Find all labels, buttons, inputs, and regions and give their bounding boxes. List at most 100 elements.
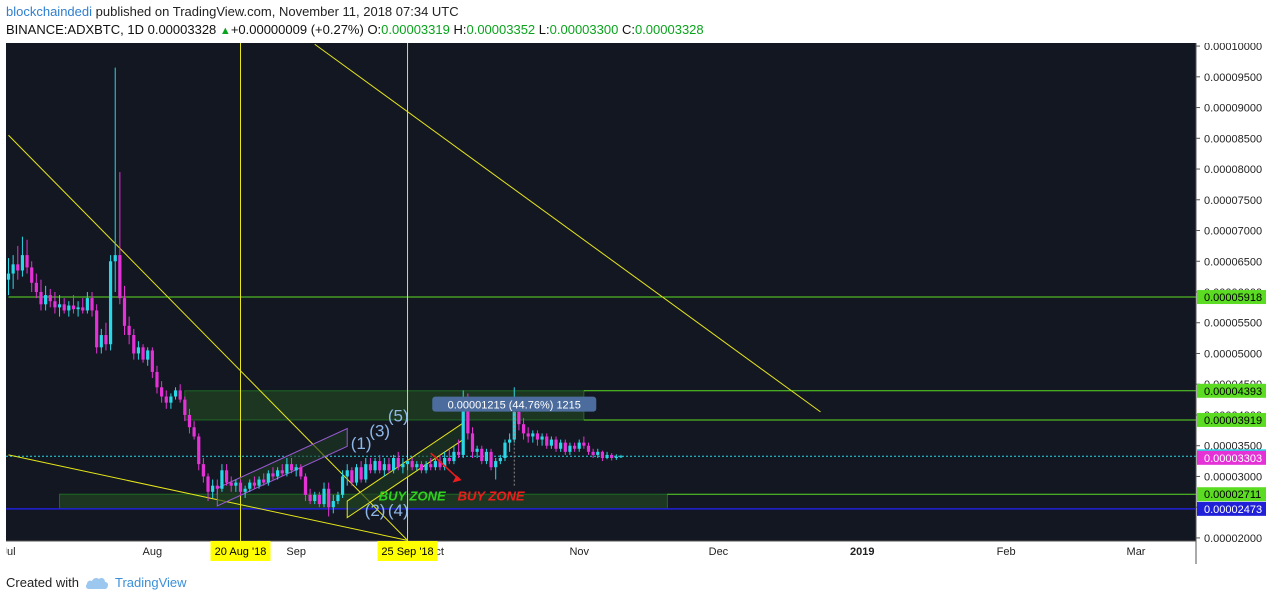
price-tag-label: 0.00003303 <box>1204 453 1262 465</box>
x-tick-label: 2019 <box>850 546 874 558</box>
candle-body <box>313 494 317 502</box>
created-with-text: Created with <box>6 575 79 590</box>
wave-label-0: (1) <box>351 434 372 453</box>
candle-body <box>81 307 85 311</box>
candle-body <box>192 427 196 437</box>
candle-body <box>410 461 414 468</box>
candle-body <box>150 350 154 372</box>
red-arrow-line <box>430 452 460 480</box>
candle-body <box>238 482 243 492</box>
chart-panel[interactable]: (1) (2) (3) (4) (5) BUY ZONE BUY ZONE 0.0000121… <box>1 41 1268 564</box>
candle-body <box>285 464 289 474</box>
candles-group <box>6 67 623 517</box>
candle-body <box>419 464 424 471</box>
candle-body <box>132 335 136 354</box>
y-tick-label: 0.00007500 <box>1204 195 1262 207</box>
candle-body <box>71 305 76 310</box>
candle-body <box>475 448 479 452</box>
candle-body <box>494 461 498 468</box>
candle-body <box>392 458 396 471</box>
candle-body <box>211 485 215 492</box>
candle-body <box>447 458 451 462</box>
candle-body <box>20 255 25 271</box>
candle-body <box>44 295 48 305</box>
candle-body <box>252 482 257 486</box>
candle-body <box>243 488 247 492</box>
candle-body <box>568 445 572 452</box>
candle-body <box>424 464 428 471</box>
candle-body <box>294 467 298 471</box>
candle-body <box>429 464 433 468</box>
candle-body <box>271 473 275 477</box>
candle-body <box>299 467 303 477</box>
candle-body <box>201 464 205 477</box>
candle-body <box>368 464 373 471</box>
candle-body <box>415 464 419 468</box>
candle-body <box>480 448 484 462</box>
candle-body <box>127 325 131 336</box>
price-chart[interactable]: (1) (2) (3) (4) (5) BUY ZONE BUY ZONE 0.0000121… <box>1 41 1268 564</box>
price-tag-label: 0.00002711 <box>1204 489 1261 501</box>
candle-body <box>122 298 127 326</box>
close-label: C: <box>621 22 635 37</box>
x-tick-label: Sep <box>286 546 306 558</box>
y-tick-label: 0.00007000 <box>1204 226 1262 238</box>
candle-body <box>108 261 113 345</box>
price-tag-label: 0.00003919 <box>1204 415 1262 427</box>
candle-body <box>76 307 80 310</box>
candle-body <box>517 411 521 425</box>
candle-body <box>364 464 368 480</box>
candle-body <box>540 436 544 440</box>
candle-body <box>354 467 359 483</box>
candle-body <box>373 461 377 471</box>
candle-body <box>53 301 57 308</box>
candle-body <box>34 282 38 292</box>
candle-body <box>535 433 540 440</box>
candle-body <box>559 442 563 449</box>
candle-body <box>605 454 609 458</box>
y-tick-label: 0.00005000 <box>1204 348 1262 360</box>
candle-body <box>234 482 238 486</box>
price-tag-bg <box>1197 383 1266 398</box>
author-link[interactable]: blockchaindedi <box>6 4 93 19</box>
up-arrow-icon: ▲ <box>219 25 231 37</box>
candle-body <box>359 467 363 480</box>
candle-body <box>57 304 62 308</box>
candle-body <box>317 494 321 505</box>
candle-body <box>178 390 182 400</box>
low-value: 0.00003300 <box>549 22 619 37</box>
candle-body <box>160 387 164 397</box>
candle-body <box>136 347 141 354</box>
last-price: 0.00003328 <box>147 22 217 37</box>
tradingview-brand: TradingView <box>114 575 187 590</box>
x-tick-label: Dec <box>709 546 729 558</box>
candle-body <box>67 305 71 311</box>
candle-body <box>554 439 558 449</box>
x-tick-label: Jul <box>6 546 16 558</box>
candle-body <box>596 451 600 455</box>
trendline-2 <box>314 43 821 413</box>
candle-body <box>16 264 20 271</box>
y-tick-label: 0.00008000 <box>1204 164 1262 176</box>
symbol-name: BINANCE:ADXBTC, 1D <box>6 22 144 37</box>
price-change: +0.00000009 (+0.27%) <box>230 22 364 37</box>
y-tick-label: 0.00003000 <box>1204 471 1262 483</box>
tradingview-link[interactable]: TradingView <box>85 575 187 590</box>
candle-body <box>215 485 219 489</box>
candle-body <box>25 255 29 268</box>
candle-body <box>498 458 502 462</box>
price-tag-bg <box>1197 487 1266 502</box>
candle-body <box>262 479 266 483</box>
y-tick-label: 0.00006500 <box>1204 256 1262 268</box>
candle-body <box>586 445 591 452</box>
candle-body <box>183 399 187 415</box>
candle-body <box>155 371 159 388</box>
candle-body <box>187 414 192 428</box>
candle-body <box>280 470 284 474</box>
wave-label-4: (5) <box>388 407 409 426</box>
candle-body <box>387 464 391 471</box>
candle-body <box>39 292 43 305</box>
candle-body <box>577 442 581 449</box>
candle-body <box>340 476 345 495</box>
candle-body <box>382 464 386 471</box>
